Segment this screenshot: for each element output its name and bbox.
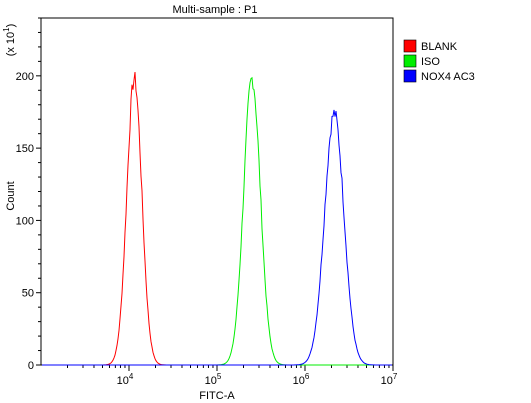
y-tick-label-3: 150: [16, 143, 34, 155]
y-tick-label-2: 100: [16, 215, 34, 227]
y-multiplier-label: (x 10: [5, 32, 17, 56]
series-line-iso: [42, 76, 392, 366]
svg-text:(x 101): (x 101): [2, 24, 17, 57]
plot-frame: [40, 17, 394, 366]
legend-swatch-iso: [403, 54, 417, 68]
y-tick-label-1: 50: [22, 288, 34, 300]
series-line-blank: [42, 71, 392, 366]
y-axis: 0 50 100 150 200: [16, 17, 41, 372]
x-axis-label: FITC-A: [199, 390, 235, 402]
legend-swatch-blank: [403, 39, 417, 53]
legend-swatch-nox4-ac3: [403, 69, 417, 83]
legend-label-nox4-ac3: NOX4 AC3: [421, 71, 475, 83]
x-tick-label-2: 106: [293, 372, 310, 387]
x-axis: 104 105 106 107: [66, 365, 398, 387]
series-line-nox4-ac3: [42, 109, 392, 366]
series-layer: [42, 71, 392, 366]
chart-title: Multi-sample : P1: [173, 4, 258, 16]
y-tick-label-4: 200: [16, 71, 34, 83]
legend-label-blank: BLANK: [421, 41, 458, 53]
x-tick-label-3: 107: [381, 372, 398, 387]
legend-label-iso: ISO: [421, 56, 440, 68]
y-multiplier: (x 101): [2, 24, 17, 57]
x-tick-label-1: 105: [205, 372, 222, 387]
y-axis-label: Count: [5, 181, 17, 210]
legend: BLANK ISO NOX4 AC3: [403, 39, 475, 83]
y-tick-label-0: 0: [28, 360, 34, 372]
x-tick-label-0: 104: [117, 372, 134, 387]
y-multiplier-exp: 1: [2, 27, 11, 32]
